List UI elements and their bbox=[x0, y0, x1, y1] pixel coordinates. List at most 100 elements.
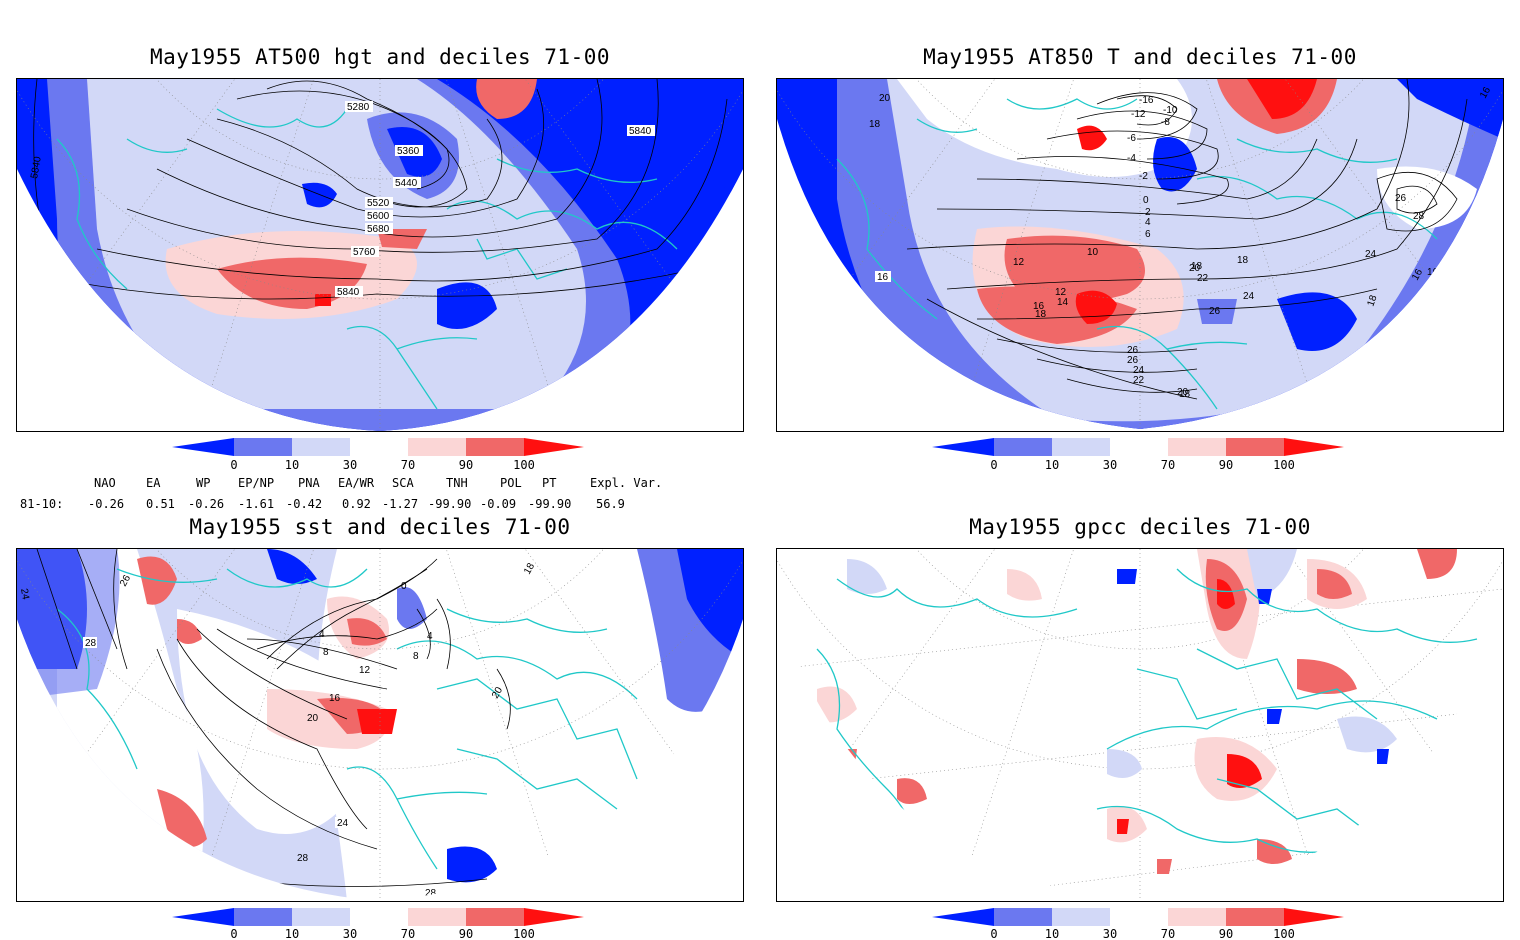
svg-text:4: 4 bbox=[319, 629, 325, 640]
svg-text:26: 26 bbox=[1209, 306, 1221, 317]
map-hgt500: 5280 5360 5440 5520 5600 5680 5760 5840 … bbox=[16, 78, 744, 432]
index-header-pt: PT bbox=[542, 476, 557, 490]
panel-title-hgt500: May1955 AT500 hgt and deciles 71-00 bbox=[149, 45, 610, 69]
panel-title-t850: May1955 AT850 T and deciles 71-00 bbox=[923, 45, 1357, 69]
index-header-tnh: TNH bbox=[446, 476, 468, 490]
index-header-eawr: EA/WR bbox=[338, 476, 375, 490]
svg-text:0: 0 bbox=[230, 927, 237, 940]
svg-text:5360: 5360 bbox=[397, 146, 420, 157]
svg-text:28: 28 bbox=[297, 853, 309, 864]
index-value-nao: -0.26 bbox=[88, 497, 125, 511]
svg-text:5840: 5840 bbox=[29, 155, 44, 179]
svg-text:18: 18 bbox=[522, 561, 537, 577]
index-value-ea: 0.51 bbox=[146, 497, 175, 511]
index-value-pol: -0.09 bbox=[480, 497, 517, 511]
index-header-nao: NAO bbox=[94, 476, 116, 490]
svg-text:16: 16 bbox=[1033, 301, 1045, 312]
svg-text:5840: 5840 bbox=[629, 126, 652, 137]
svg-text:16: 16 bbox=[1410, 267, 1425, 283]
svg-text:28: 28 bbox=[1413, 211, 1425, 222]
svg-text:10: 10 bbox=[285, 458, 299, 472]
svg-text:-10: -10 bbox=[1163, 105, 1178, 116]
svg-text:-8: -8 bbox=[1161, 117, 1170, 128]
svg-text:16: 16 bbox=[329, 693, 341, 704]
index-value-wp: -0.26 bbox=[188, 497, 225, 511]
svg-text:100: 100 bbox=[1273, 458, 1295, 472]
svg-text:28: 28 bbox=[425, 888, 437, 899]
svg-text:6: 6 bbox=[1145, 229, 1151, 240]
svg-text:20: 20 bbox=[879, 93, 891, 104]
svg-text:18: 18 bbox=[1237, 255, 1249, 266]
svg-text:20: 20 bbox=[1177, 387, 1189, 398]
panel-title-gpcc: May1955 gpcc deciles 71-00 bbox=[969, 515, 1311, 539]
svg-text:26: 26 bbox=[1395, 193, 1407, 204]
index-header-explvar: Expl. Var. bbox=[590, 476, 663, 490]
svg-text:30: 30 bbox=[343, 458, 357, 472]
svg-text:20: 20 bbox=[1189, 263, 1201, 274]
svg-text:26: 26 bbox=[1127, 355, 1139, 366]
svg-text:0: 0 bbox=[401, 581, 407, 592]
svg-text:90: 90 bbox=[1219, 458, 1233, 472]
svg-text:0: 0 bbox=[1143, 195, 1149, 206]
svg-text:18: 18 bbox=[1179, 389, 1191, 400]
svg-text:16: 16 bbox=[1427, 267, 1439, 278]
svg-text:28: 28 bbox=[85, 638, 97, 649]
svg-text:-4: -4 bbox=[1127, 153, 1136, 164]
index-header-pol: POL bbox=[500, 476, 522, 490]
svg-text:8: 8 bbox=[323, 647, 329, 658]
svg-text:-6: -6 bbox=[1127, 133, 1136, 144]
svg-text:16: 16 bbox=[1478, 85, 1493, 101]
svg-text:22: 22 bbox=[1197, 273, 1209, 284]
svg-text:8: 8 bbox=[413, 651, 419, 662]
svg-text:24: 24 bbox=[18, 588, 31, 601]
svg-text:70: 70 bbox=[1161, 458, 1175, 472]
svg-text:70: 70 bbox=[401, 927, 415, 940]
svg-text:10: 10 bbox=[1045, 927, 1059, 940]
svg-text:100: 100 bbox=[513, 458, 535, 472]
svg-text:10: 10 bbox=[1045, 458, 1059, 472]
index-value-sca: -1.27 bbox=[382, 497, 419, 511]
svg-text:12: 12 bbox=[1055, 287, 1067, 298]
index-row-label: 81-10: bbox=[20, 497, 64, 511]
svg-text:5280: 5280 bbox=[347, 102, 370, 113]
svg-text:24: 24 bbox=[1243, 291, 1255, 302]
svg-text:70: 70 bbox=[401, 458, 415, 472]
svg-text:90: 90 bbox=[459, 927, 473, 940]
index-value-pt: -99.90 bbox=[528, 497, 572, 511]
svg-text:0: 0 bbox=[990, 927, 997, 940]
svg-text:22: 22 bbox=[1133, 375, 1145, 386]
svg-text:5440: 5440 bbox=[395, 178, 418, 189]
svg-text:20: 20 bbox=[307, 713, 319, 724]
index-header-epnp: EP/NP bbox=[238, 476, 275, 490]
index-value-eawr: 0.92 bbox=[342, 497, 371, 511]
svg-text:16: 16 bbox=[1337, 361, 1353, 377]
svg-text:24: 24 bbox=[1365, 249, 1377, 260]
svg-text:18: 18 bbox=[1191, 261, 1203, 272]
map-t850: 20 18 16 16 -16 -12 -10 -8 -6 -4 -2 0 2 … bbox=[776, 78, 1504, 432]
colorbar-sst: 0 10 30 70 90 100 bbox=[172, 908, 584, 940]
index-header-wp: WP bbox=[196, 476, 211, 490]
svg-text:5840: 5840 bbox=[337, 287, 360, 298]
svg-text:70: 70 bbox=[1161, 927, 1175, 940]
svg-text:14: 14 bbox=[1057, 297, 1069, 308]
svg-text:26: 26 bbox=[118, 573, 133, 589]
panel-title-sst: May1955 sst and deciles 71-00 bbox=[189, 515, 571, 539]
svg-text:4: 4 bbox=[1145, 217, 1151, 228]
index-header-ea: EA bbox=[146, 476, 161, 490]
index-value-pna: -0.42 bbox=[286, 497, 323, 511]
svg-text:5520: 5520 bbox=[367, 198, 390, 209]
svg-text:90: 90 bbox=[1219, 927, 1233, 940]
svg-text:12: 12 bbox=[1013, 257, 1025, 268]
svg-text:2: 2 bbox=[1145, 207, 1151, 218]
svg-text:16: 16 bbox=[877, 272, 889, 283]
index-value-epnp: -1.61 bbox=[238, 497, 275, 511]
svg-text:26: 26 bbox=[1127, 345, 1139, 356]
map-gpcc bbox=[776, 548, 1504, 902]
svg-text:18: 18 bbox=[869, 119, 881, 130]
svg-text:20: 20 bbox=[490, 685, 505, 701]
svg-text:24: 24 bbox=[1133, 365, 1145, 376]
index-header-sca: SCA bbox=[392, 476, 414, 490]
index-header-pna: PNA bbox=[298, 476, 320, 490]
svg-text:-2: -2 bbox=[1139, 171, 1148, 182]
svg-text:5760: 5760 bbox=[353, 247, 376, 258]
